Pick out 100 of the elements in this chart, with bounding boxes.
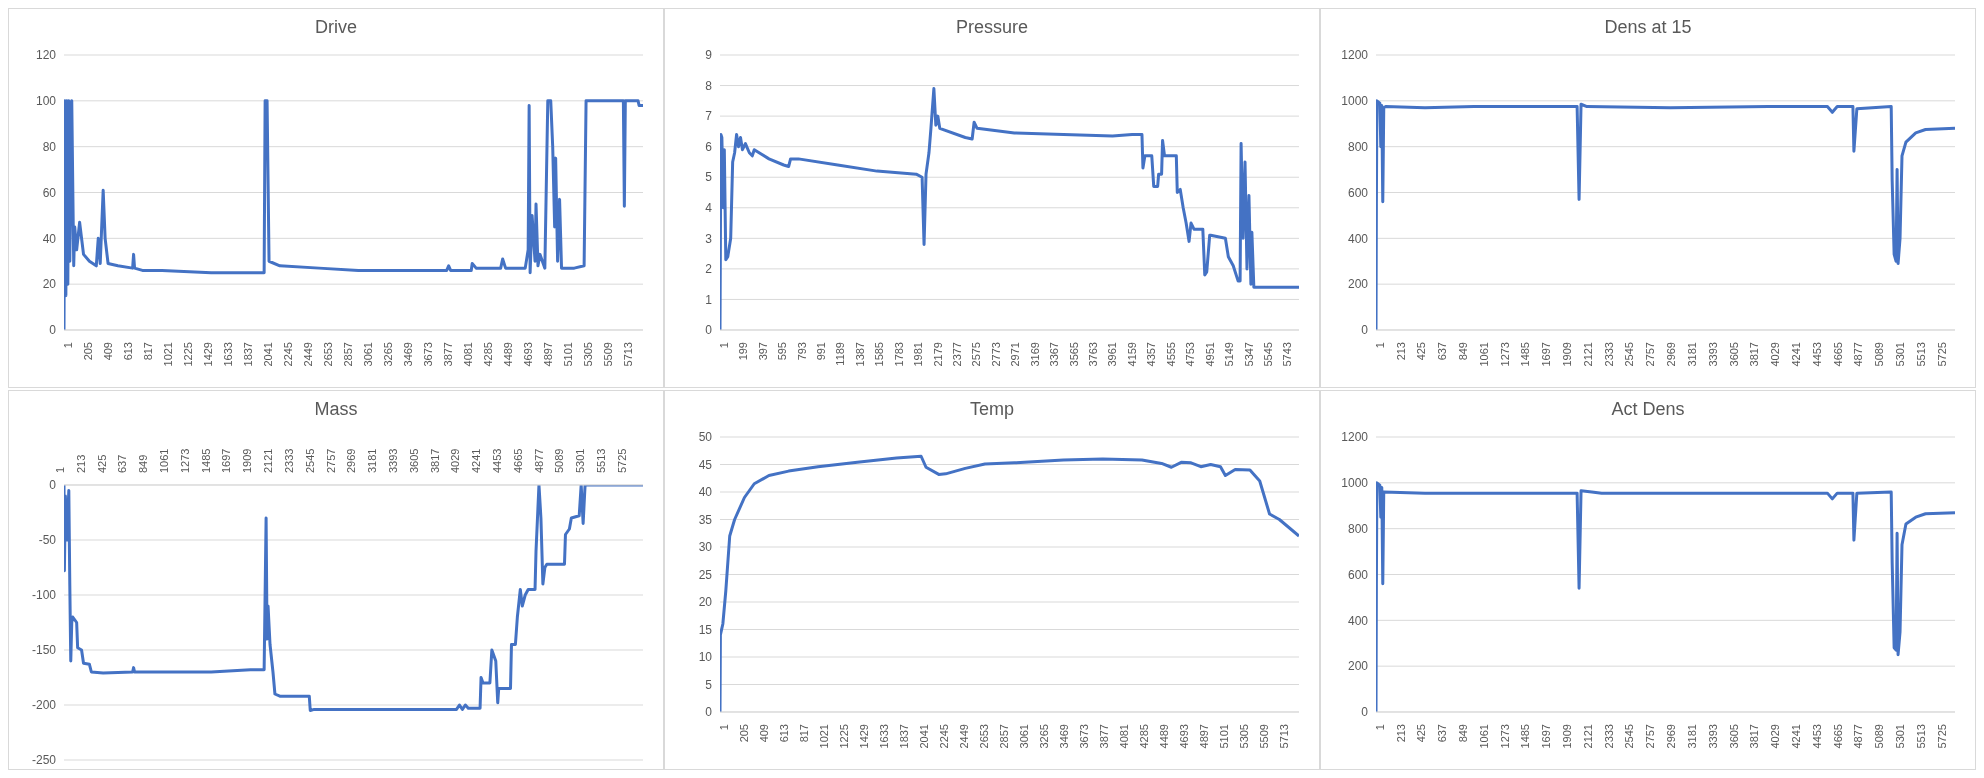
y-tick-label: 40 (42, 231, 57, 246)
x-tick-label: 3673 (1078, 724, 1091, 749)
x-tick-label: 3961 (1106, 342, 1119, 367)
x-tick-label: 199 (737, 342, 750, 361)
x-tick-label: 4285 (1138, 724, 1151, 749)
x-tick-label: 3605 (1727, 724, 1740, 749)
x-tick-label: 1429 (201, 342, 214, 367)
x-tick-label: 5089 (1873, 724, 1886, 749)
x-tick-label: 1 (717, 724, 730, 731)
x-tick-label: 4081 (1118, 724, 1131, 749)
x-tick-label: 5725 (615, 448, 628, 473)
x-tick-label: 3565 (1067, 342, 1080, 367)
x-tick-label: 1061 (1477, 724, 1490, 749)
x-tick-label: 3265 (382, 342, 395, 367)
x-tick-label: 4453 (1810, 342, 1823, 367)
x-tick-label: 4897 (542, 342, 555, 367)
x-tick-label: 5305 (582, 342, 595, 367)
y-tick-label: 40 (698, 485, 713, 500)
x-tick-label: 1485 (199, 448, 212, 473)
x-tick-label: 3393 (1706, 342, 1719, 367)
x-tick-label: 213 (74, 454, 87, 473)
x-tick-label: 5725 (1935, 342, 1948, 367)
x-tick-label: 1585 (873, 342, 886, 367)
x-tick-label: 5509 (602, 342, 615, 367)
y-tick-label: 20 (698, 595, 713, 610)
x-tick-label: 613 (777, 724, 790, 743)
x-tick-label: 4357 (1145, 342, 1158, 367)
y-tick-label: 0 (1361, 323, 1369, 338)
x-tick-label: 3817 (1748, 724, 1761, 749)
y-tick-label: 1200 (1341, 430, 1369, 445)
x-tick-label: 3181 (366, 448, 379, 473)
y-tick-label: 120 (35, 48, 57, 63)
x-tick-label: 4665 (1831, 724, 1844, 749)
x-tick-label: 1909 (1561, 724, 1574, 749)
x-tick-label: 2449 (958, 724, 971, 749)
x-tick-label: 613 (121, 342, 134, 361)
x-tick-label: 1 (717, 342, 730, 349)
x-tick-label: 5743 (1281, 342, 1294, 367)
x-tick-label: 1783 (892, 342, 905, 367)
x-tick-label: 3469 (402, 342, 415, 367)
x-tick-label: 4029 (449, 448, 462, 473)
x-tick-label: 637 (1436, 342, 1449, 361)
y-tick-label: 6 (705, 139, 713, 154)
x-tick-label: 3393 (386, 448, 399, 473)
y-tick-label: 400 (1347, 231, 1369, 246)
x-tick-label: 4489 (502, 342, 515, 367)
x-tick-label: 3763 (1087, 342, 1100, 367)
x-tick-label: 4241 (470, 448, 483, 473)
line-series (64, 99, 643, 330)
y-tick-label: 35 (698, 512, 713, 527)
y-tick-label: 400 (1347, 613, 1369, 628)
x-tick-label: 2333 (282, 448, 295, 473)
y-tick-label: -250 (31, 753, 57, 768)
chart-title: Mass (313, 398, 359, 421)
x-tick-label: 5101 (1218, 724, 1231, 749)
x-tick-label: 5101 (562, 342, 575, 367)
x-tick-label: 1633 (221, 342, 234, 367)
x-tick-label: 1429 (857, 724, 870, 749)
x-tick-label: 2757 (1644, 342, 1657, 367)
y-tick-label: 0 (1361, 705, 1369, 720)
x-tick-label: 2971 (1009, 342, 1022, 367)
x-tick-label: 4159 (1125, 342, 1138, 367)
y-tick-label: 200 (1347, 659, 1369, 674)
y-tick-label: 600 (1347, 185, 1369, 200)
x-tick-label: 2245 (282, 342, 295, 367)
x-tick-label: 3877 (1098, 724, 1111, 749)
x-tick-label: 4453 (490, 448, 503, 473)
x-tick-label: 3181 (1685, 342, 1698, 367)
x-tick-label: 2653 (322, 342, 335, 367)
x-tick-label: 817 (797, 724, 810, 743)
x-tick-label: 849 (1457, 724, 1470, 743)
chart-title: Drive (314, 16, 358, 39)
x-tick-label: 4693 (522, 342, 535, 367)
y-tick-label: 1000 (1341, 476, 1369, 491)
x-tick-label: 1485 (1519, 342, 1532, 367)
x-tick-label: 1485 (1519, 724, 1532, 749)
y-tick-label: 100 (35, 94, 57, 109)
chart-title: Dens at 15 (1603, 16, 1693, 39)
x-tick-label: 4241 (1789, 342, 1802, 367)
x-tick-label: 2245 (938, 724, 951, 749)
x-tick-label: 2179 (931, 342, 944, 367)
x-tick-label: 4489 (1158, 724, 1171, 749)
x-tick-label: 425 (1415, 724, 1428, 743)
x-tick-label: 1981 (912, 342, 925, 367)
x-tick-label: 2121 (262, 448, 275, 473)
y-tick-label: 15 (698, 622, 713, 637)
x-tick-label: 1273 (178, 448, 191, 473)
x-tick-label: 5509 (1258, 724, 1271, 749)
x-tick-label: 409 (757, 724, 770, 743)
x-tick-label: 4665 (1831, 342, 1844, 367)
x-tick-label: 1697 (1540, 724, 1553, 749)
chart-title: Temp (969, 398, 1015, 421)
y-tick-label: 80 (42, 139, 57, 154)
x-tick-label: 2377 (951, 342, 964, 367)
y-tick-label: 10 (698, 650, 713, 665)
x-tick-label: 1 (54, 466, 66, 473)
x-tick-label: 5513 (1914, 342, 1927, 367)
x-tick-label: 4029 (1769, 724, 1782, 749)
x-tick-label: 3605 (1727, 342, 1740, 367)
x-tick-label: 3393 (1706, 724, 1719, 749)
